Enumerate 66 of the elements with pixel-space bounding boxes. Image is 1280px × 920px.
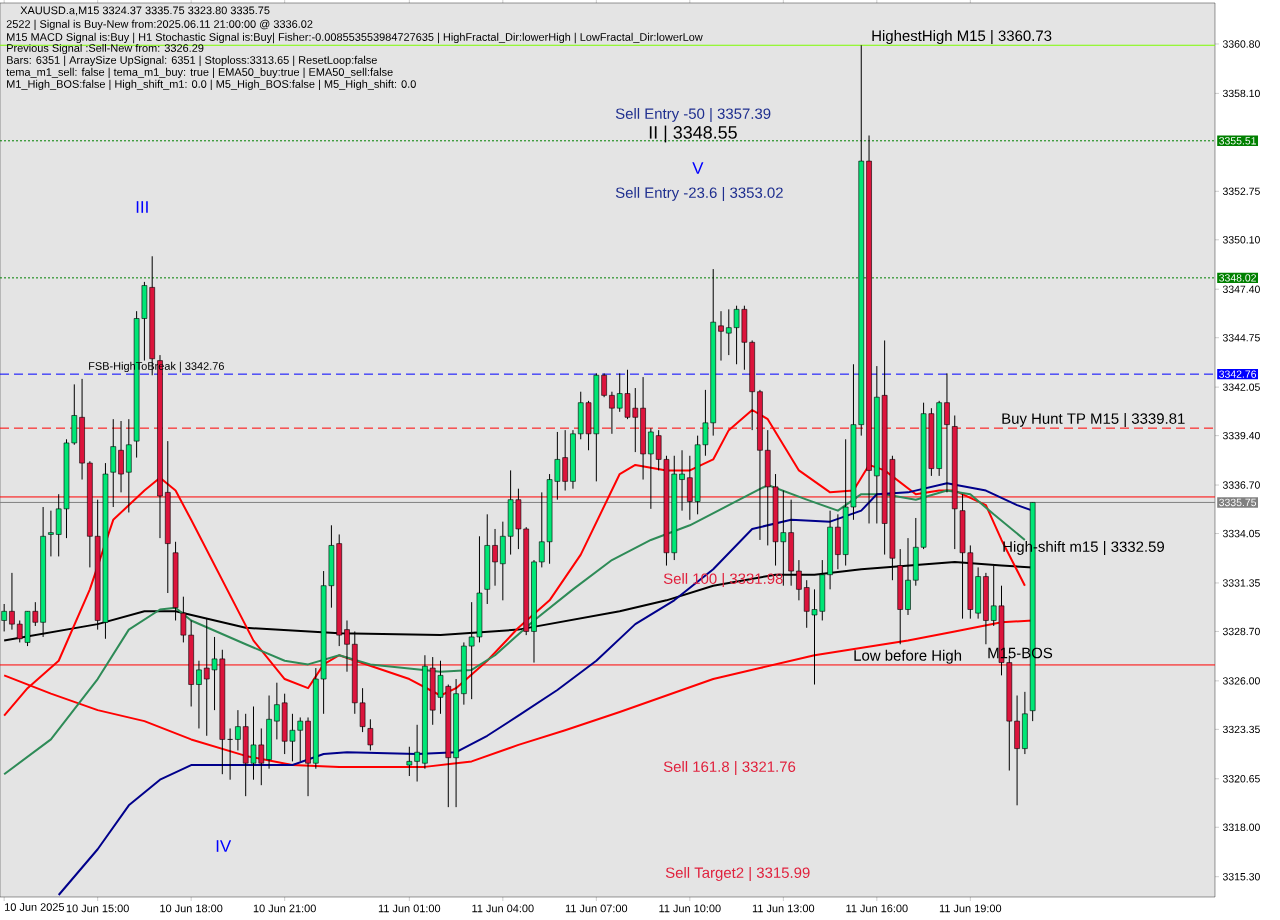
y-tick-label: 3328.70 <box>1222 627 1260 636</box>
y-tick-label: 3334.05 <box>1222 529 1260 538</box>
candlestick <box>679 449 685 512</box>
y-tick-label: 3331.35 <box>1222 579 1260 587</box>
candlestick <box>274 682 280 740</box>
annotation: Sell Target2 | 3315.99 <box>665 867 810 881</box>
annotation: 2522 | Signal is Buy-New from:2025.06.11 21:00:00 @ 3336.02 <box>6 19 313 31</box>
candlestick <box>9 572 15 631</box>
annotation: M1_High_BOS:false | High_shift_m1: 0.0 | M5_High_BOS:false | M5_High_shift: 0.0 <box>7 79 416 91</box>
x-tick-label: 10 Jun 18:00 <box>160 904 223 913</box>
x-tick-label: 11 Jun 04:00 <box>472 904 534 913</box>
candlestick <box>235 709 241 751</box>
x-tick-label: 10 Jun 21:00 <box>253 904 316 913</box>
x-tick-label: 11 Jun 19:00 <box>939 904 1002 913</box>
candlestick <box>196 660 202 729</box>
candlestick <box>367 718 374 751</box>
annotation: II | 3348.55 <box>649 125 737 143</box>
ref-line-label: Buy Hunt TP M15 | 3339.81 <box>1002 412 1185 427</box>
ref-line-label: 3355.51 <box>1219 137 1256 145</box>
y-tick-label: 3360.80 <box>1222 40 1260 48</box>
candlestick <box>492 528 498 587</box>
candlestick <box>406 746 413 777</box>
y-tick-label: 3342.05 <box>1222 383 1260 391</box>
candlestick <box>48 510 54 557</box>
y-tick-label: 3326.00 <box>1222 677 1260 685</box>
text: 10 Jun 2025 <box>5 903 65 911</box>
y-tick-label: 3315.30 <box>1222 872 1260 881</box>
y-tick-label: 3352.75 <box>1222 187 1260 196</box>
x-tick-label: 11 Jun 01:00 <box>378 904 441 913</box>
annotation: XAUUSD.a,M15 3324.37 3335.75 3323.80 3335.75 <box>20 6 270 16</box>
y-tick-label: 3336.70 <box>1222 481 1260 489</box>
x-tick-label: 11 Jun 07:00 <box>565 904 628 913</box>
annotation: Sell 161.8 | 3321.76 <box>663 761 796 775</box>
y-tick-label: 3347.40 <box>1222 285 1260 293</box>
candlestick <box>944 372 950 493</box>
candlestick <box>601 372 607 398</box>
annotation: IV <box>216 840 232 852</box>
candlestick <box>648 427 654 510</box>
ref-line-label: Low before High <box>854 649 962 664</box>
x-tick-label: 11 Jun 13:00 <box>752 904 815 913</box>
y-tick-label: 3339.40 <box>1222 431 1260 440</box>
x-tick-label: 11 Jun 16:00 <box>846 904 908 913</box>
annotation: Sell Entry -23.6 | 3353.02 <box>615 186 783 201</box>
ref-line-label: 3342.76 <box>1219 370 1257 378</box>
ref-line-label: 3335.75 <box>1219 498 1257 507</box>
annotation: Bars: 6351 | ArraySize UpSignal: 6351 | Stoploss:3313.65 | ResetLoop:false <box>7 55 377 67</box>
annotation: Sell Entry -50 | 3357.39 <box>615 107 771 122</box>
y-tick-label: 3344.75 <box>1222 334 1260 342</box>
ref-line-label: HighestHigh M15 | 3360.73 <box>872 30 1052 45</box>
y-tick-label: 3323.35 <box>1222 725 1260 734</box>
annotation: tema_m1_sell: false | tema_m1_buy: true | EMA50_buy:true | EMA50_sell:false <box>6 67 393 79</box>
y-tick-label: 3350.10 <box>1222 236 1260 244</box>
annotation: M15 MACD Signal is:Buy | H1 Stochastic Signal is:Buy| Fisher:-0.008553553984727635 | HighFractal_Dir:lowerHigh | LowFractal_Dir:lowerLow <box>7 32 703 44</box>
x-tick-label: 11 Jun 10:00 <box>659 904 721 913</box>
y-tick-label: 3320.65 <box>1222 775 1260 783</box>
candlestick <box>718 310 724 362</box>
candlestick <box>118 420 124 493</box>
y-tick-label: 3358.10 <box>1222 89 1260 98</box>
annotation: III <box>136 201 148 213</box>
annotation: Previous Signal :Sell-New from: 3326.29 <box>7 43 204 55</box>
ref-line-label: 3348.02 <box>1219 274 1256 282</box>
candlestick <box>414 724 420 783</box>
annotation: V <box>692 162 704 174</box>
x-tick-label: 10 Jun 15:00 <box>66 904 129 913</box>
candlestick <box>609 391 615 435</box>
y-tick-label: 3318.00 <box>1222 823 1260 831</box>
